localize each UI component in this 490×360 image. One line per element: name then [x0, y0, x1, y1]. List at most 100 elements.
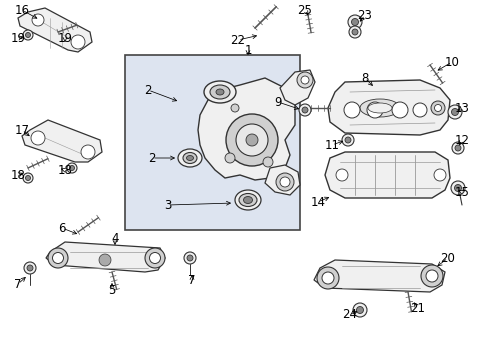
Ellipse shape: [178, 149, 202, 167]
Circle shape: [434, 169, 446, 181]
Polygon shape: [18, 8, 92, 52]
Text: 6: 6: [58, 221, 66, 234]
Circle shape: [226, 114, 278, 166]
Polygon shape: [280, 70, 315, 105]
Circle shape: [344, 102, 360, 118]
Circle shape: [263, 157, 273, 167]
Circle shape: [71, 35, 85, 49]
Circle shape: [367, 102, 383, 118]
Circle shape: [342, 134, 354, 146]
Circle shape: [70, 166, 74, 171]
Circle shape: [302, 107, 308, 113]
Text: 7: 7: [14, 278, 22, 291]
Ellipse shape: [216, 89, 224, 95]
Ellipse shape: [204, 81, 236, 103]
Circle shape: [246, 134, 258, 146]
Circle shape: [451, 181, 465, 195]
Polygon shape: [265, 165, 300, 195]
Circle shape: [413, 103, 427, 117]
Circle shape: [435, 104, 441, 112]
Circle shape: [24, 262, 36, 274]
Ellipse shape: [368, 103, 392, 113]
Circle shape: [301, 76, 309, 84]
Text: 18: 18: [11, 168, 25, 181]
Polygon shape: [198, 78, 295, 180]
Circle shape: [448, 105, 462, 119]
Text: 15: 15: [455, 185, 469, 198]
Circle shape: [231, 104, 239, 112]
Circle shape: [25, 176, 30, 180]
Text: 5: 5: [108, 284, 116, 297]
Circle shape: [317, 267, 339, 289]
Circle shape: [336, 169, 348, 181]
Circle shape: [52, 252, 64, 264]
Ellipse shape: [360, 99, 400, 117]
Circle shape: [421, 265, 443, 287]
Text: 22: 22: [230, 33, 245, 46]
Circle shape: [452, 142, 464, 154]
Text: 21: 21: [411, 302, 425, 315]
Circle shape: [348, 15, 362, 29]
Circle shape: [81, 145, 95, 159]
Text: 19: 19: [10, 32, 25, 45]
Polygon shape: [325, 152, 450, 198]
Polygon shape: [22, 120, 102, 162]
Ellipse shape: [183, 153, 197, 163]
Text: 24: 24: [343, 309, 358, 321]
Text: 13: 13: [455, 102, 469, 114]
Circle shape: [48, 248, 68, 268]
Circle shape: [392, 102, 408, 118]
Circle shape: [276, 173, 294, 191]
Text: 4: 4: [111, 231, 119, 244]
Text: 7: 7: [188, 274, 196, 287]
Circle shape: [297, 72, 313, 88]
Circle shape: [349, 26, 361, 38]
Ellipse shape: [235, 190, 261, 210]
Polygon shape: [328, 80, 450, 135]
Ellipse shape: [239, 194, 257, 207]
Text: 2: 2: [144, 84, 152, 96]
Circle shape: [352, 29, 358, 35]
Polygon shape: [46, 242, 165, 272]
Circle shape: [451, 108, 459, 116]
Circle shape: [187, 255, 193, 261]
Text: 16: 16: [15, 4, 29, 17]
Circle shape: [184, 252, 196, 264]
Text: 9: 9: [274, 95, 282, 108]
Circle shape: [353, 303, 367, 317]
Text: 1: 1: [244, 44, 252, 57]
Circle shape: [31, 131, 45, 145]
Ellipse shape: [244, 197, 252, 203]
Text: 23: 23: [358, 9, 372, 22]
Circle shape: [426, 270, 438, 282]
Circle shape: [431, 101, 445, 115]
Circle shape: [236, 124, 268, 156]
Ellipse shape: [187, 156, 194, 161]
Text: 20: 20: [441, 252, 455, 265]
Circle shape: [455, 145, 461, 151]
Circle shape: [27, 265, 33, 271]
Text: 11: 11: [324, 139, 340, 152]
Circle shape: [23, 30, 33, 40]
Circle shape: [145, 248, 165, 268]
Text: 17: 17: [15, 123, 29, 136]
Text: 8: 8: [361, 72, 368, 85]
Circle shape: [25, 32, 30, 37]
Circle shape: [67, 163, 77, 173]
Circle shape: [99, 254, 111, 266]
Text: 10: 10: [444, 55, 460, 68]
Circle shape: [357, 306, 364, 314]
Circle shape: [345, 137, 351, 143]
Text: 25: 25: [297, 4, 313, 17]
Circle shape: [225, 153, 235, 163]
Circle shape: [322, 272, 334, 284]
Text: 12: 12: [455, 134, 469, 147]
Circle shape: [23, 173, 33, 183]
Circle shape: [280, 177, 290, 187]
Circle shape: [149, 252, 161, 264]
Text: 2: 2: [148, 152, 156, 165]
Text: 3: 3: [164, 198, 171, 212]
Ellipse shape: [210, 85, 230, 99]
Bar: [125, 55, 300, 230]
Text: 19: 19: [57, 32, 73, 45]
